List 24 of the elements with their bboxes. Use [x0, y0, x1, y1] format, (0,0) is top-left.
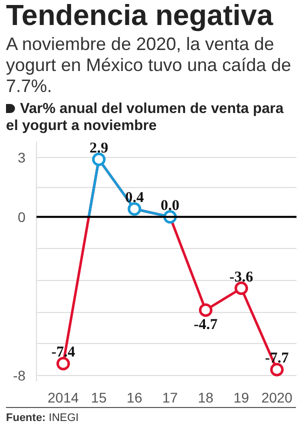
data-label: 0.0 — [160, 198, 180, 214]
data-label: -4.7 — [194, 317, 218, 334]
data-label: 2.9 — [89, 140, 108, 156]
point — [56, 356, 70, 370]
x-tick-label: 18 — [198, 390, 214, 406]
y-tick-label: 3 — [18, 149, 26, 166]
source-note: Fuente: INEGI — [6, 411, 79, 426]
x-tick-label: 19 — [234, 390, 250, 406]
x-tick-label: 16 — [126, 390, 142, 406]
x-tick-label: 15 — [91, 390, 107, 406]
point — [198, 303, 212, 317]
x-tick-label: 2014 — [48, 390, 79, 406]
point — [234, 282, 248, 296]
y-tick-label: 0 — [18, 208, 26, 225]
chart-title: Tendencia negativa — [6, 0, 273, 32]
chart-subtitle: A noviembre de 2020, la venta de yogurt en México tuvo una caída de 7.7%. — [6, 34, 292, 97]
data-label: -3.6 — [229, 269, 254, 286]
y-tick-label: -8 — [13, 368, 26, 384]
point — [92, 152, 106, 166]
x-tick-label: 17 — [162, 390, 178, 406]
y-axis-title: Var% anual del volumen de venta para el yogurt a noviembre — [6, 101, 285, 135]
point — [128, 202, 142, 216]
x-tick-label: 2020 — [261, 390, 293, 406]
point — [270, 362, 284, 376]
